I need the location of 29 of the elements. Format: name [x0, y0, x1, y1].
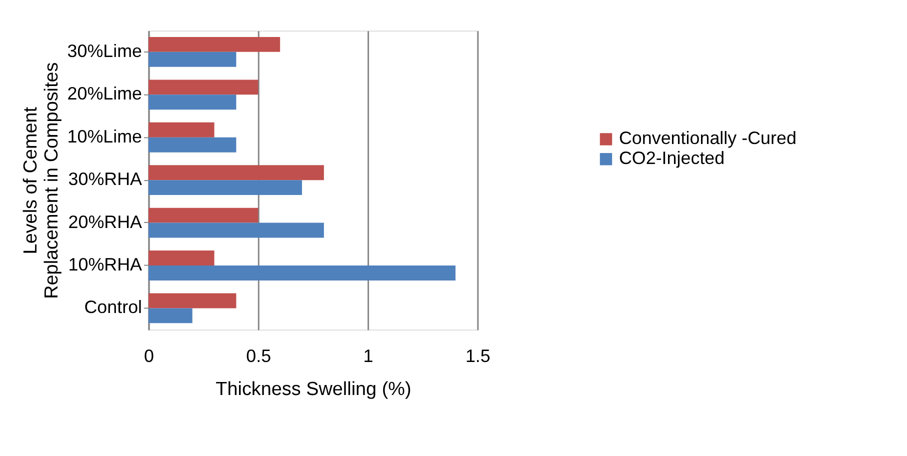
y-tick-label: 30%RHA — [68, 169, 142, 190]
legend-label: Conventionally -Cured — [618, 128, 796, 148]
bar — [148, 208, 258, 223]
bar — [148, 250, 214, 266]
y-tick-label: 30%Lime — [67, 40, 142, 61]
bar — [148, 36, 280, 52]
y-tick-label: 20%Lime — [67, 84, 142, 104]
y-tick-label: Control — [84, 297, 142, 318]
y-tick-label: 20%RHA — [68, 212, 142, 232]
bar — [148, 308, 192, 324]
bar — [148, 266, 456, 280]
x-tick-label: 1.5 — [465, 346, 490, 366]
y-axis-title: Levels of Cement Replacement in Composites — [20, 62, 62, 299]
bar — [148, 180, 302, 196]
bar — [148, 122, 214, 138]
x-tick-label: 0 — [144, 346, 154, 366]
x-tick-label: 0.5 — [246, 346, 272, 366]
y-tick-label: 10%Lime — [67, 126, 142, 146]
bar — [148, 137, 236, 152]
bar — [148, 165, 324, 180]
bar — [148, 52, 236, 67]
x-tick-label: 1 — [363, 346, 374, 366]
legend-label: CO2-Injected — [618, 148, 725, 168]
x-axis-title: Thickness Swelling (%) — [216, 378, 412, 400]
bar — [148, 222, 324, 238]
y-tick-label: 10%RHA — [68, 254, 142, 274]
bar — [148, 293, 236, 308]
bar — [148, 94, 236, 110]
bar — [148, 80, 258, 95]
